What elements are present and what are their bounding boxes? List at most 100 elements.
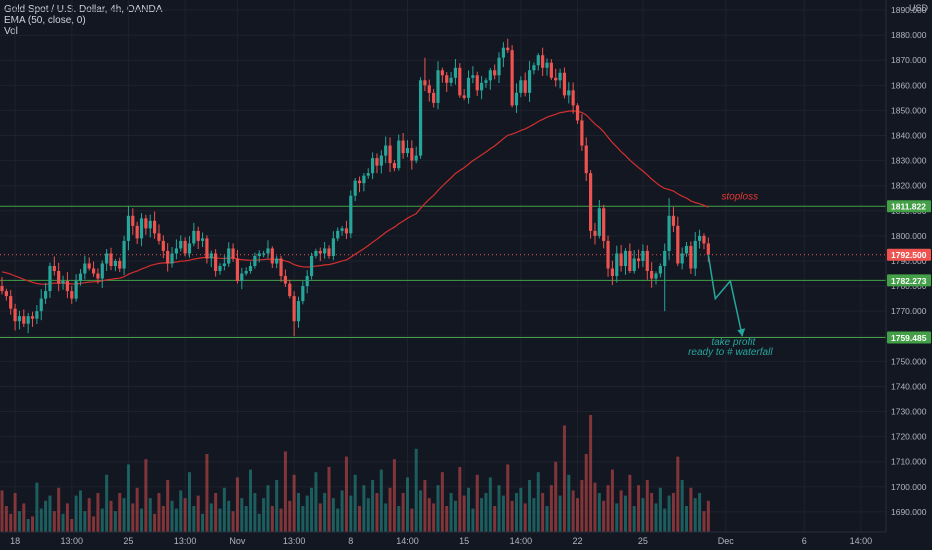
candle [26,312,30,334]
candle-body [74,281,78,299]
candle-body [122,240,126,269]
price-badge: 1811.822 [887,200,931,213]
candle [240,267,244,290]
price-badge: 1782.273 [887,274,931,287]
volume-bar [654,503,658,532]
candle-body [462,95,466,98]
volume-bar [296,493,300,532]
volume-bar [122,498,126,532]
symbol-title: Gold Spot / U.S. Dollar, 4h, OANDA [4,4,163,15]
volume-bar [615,503,619,532]
y-tick-label: 1830.000 [891,156,927,166]
candle-body [323,248,327,254]
volume-bar [663,508,667,532]
volume-bar [388,487,392,532]
volume-bar [475,474,479,532]
candle-body [645,250,649,272]
volume-bar [209,503,213,532]
candle-body [580,120,584,146]
candle [253,252,257,269]
candle-body [257,253,261,256]
candle-body [318,250,322,254]
candle [510,45,514,108]
volume-bar [109,500,113,532]
candle-body [353,180,357,196]
x-tick-label: 14:00 [396,536,419,546]
volume-bar [288,500,292,532]
candle [166,243,170,272]
candle-body [262,253,266,255]
volume-bar [523,503,527,532]
candle [100,260,104,288]
volume-bar [419,490,423,532]
volume-bar [118,493,122,532]
candle-body [636,258,641,261]
volume-bar [183,498,187,532]
candle-body [91,268,96,274]
candle [279,255,283,282]
candle-body [17,316,22,322]
candle-body [384,145,388,156]
volume-bar [401,493,405,532]
candle-body [244,271,248,274]
candle-body [187,243,192,254]
x-tick-label: 25 [123,536,133,546]
candle [615,245,619,283]
candle-body [449,77,453,83]
y-tick-label: 1750.000 [891,356,927,366]
candle-body [344,228,349,234]
volume-bar [70,519,74,532]
x-tick-label: 15 [459,536,469,546]
volume-bar [667,495,671,532]
candle-body [174,248,178,254]
candle [349,190,353,239]
candle-body [532,65,536,71]
currency-label: USD [909,3,929,13]
candle-body [497,57,501,76]
candle [187,236,192,258]
candle [549,59,553,80]
volume-bar [514,493,518,532]
candle [9,289,13,315]
volume-bar [440,472,444,532]
candle-body [379,155,383,166]
candle [593,222,597,245]
candle-body [427,85,431,93]
candle [519,76,523,98]
candle [87,257,91,271]
candle [96,268,100,284]
candle-body [567,90,571,96]
volume-bar [301,506,305,532]
candle-body [445,75,449,83]
candle-body [423,80,427,86]
candle-body [57,271,61,284]
candle [645,245,649,280]
candle-body [514,92,519,106]
candle-body [414,155,418,161]
volume-bar [157,493,161,532]
time-axis-bg [0,532,932,550]
candle [501,42,505,68]
volume-bar [48,495,52,532]
price-badge-bg [887,248,931,261]
candle [684,242,689,257]
y-tick-label: 1880.000 [891,30,927,40]
candle [78,269,83,286]
candle [462,89,466,101]
candle [131,208,135,235]
candle [584,137,588,181]
candle [532,62,536,75]
candle [397,134,401,171]
candle [554,68,558,87]
candle [632,250,636,274]
candle [30,311,35,327]
candle-body [397,140,401,169]
candle-body [357,180,362,184]
volume-bar [44,500,48,532]
price-badge-bg [887,274,931,287]
candle-body [458,67,462,96]
candle-body [26,316,30,324]
y-tick-label: 1850.000 [891,105,927,115]
candle-body [200,238,205,241]
